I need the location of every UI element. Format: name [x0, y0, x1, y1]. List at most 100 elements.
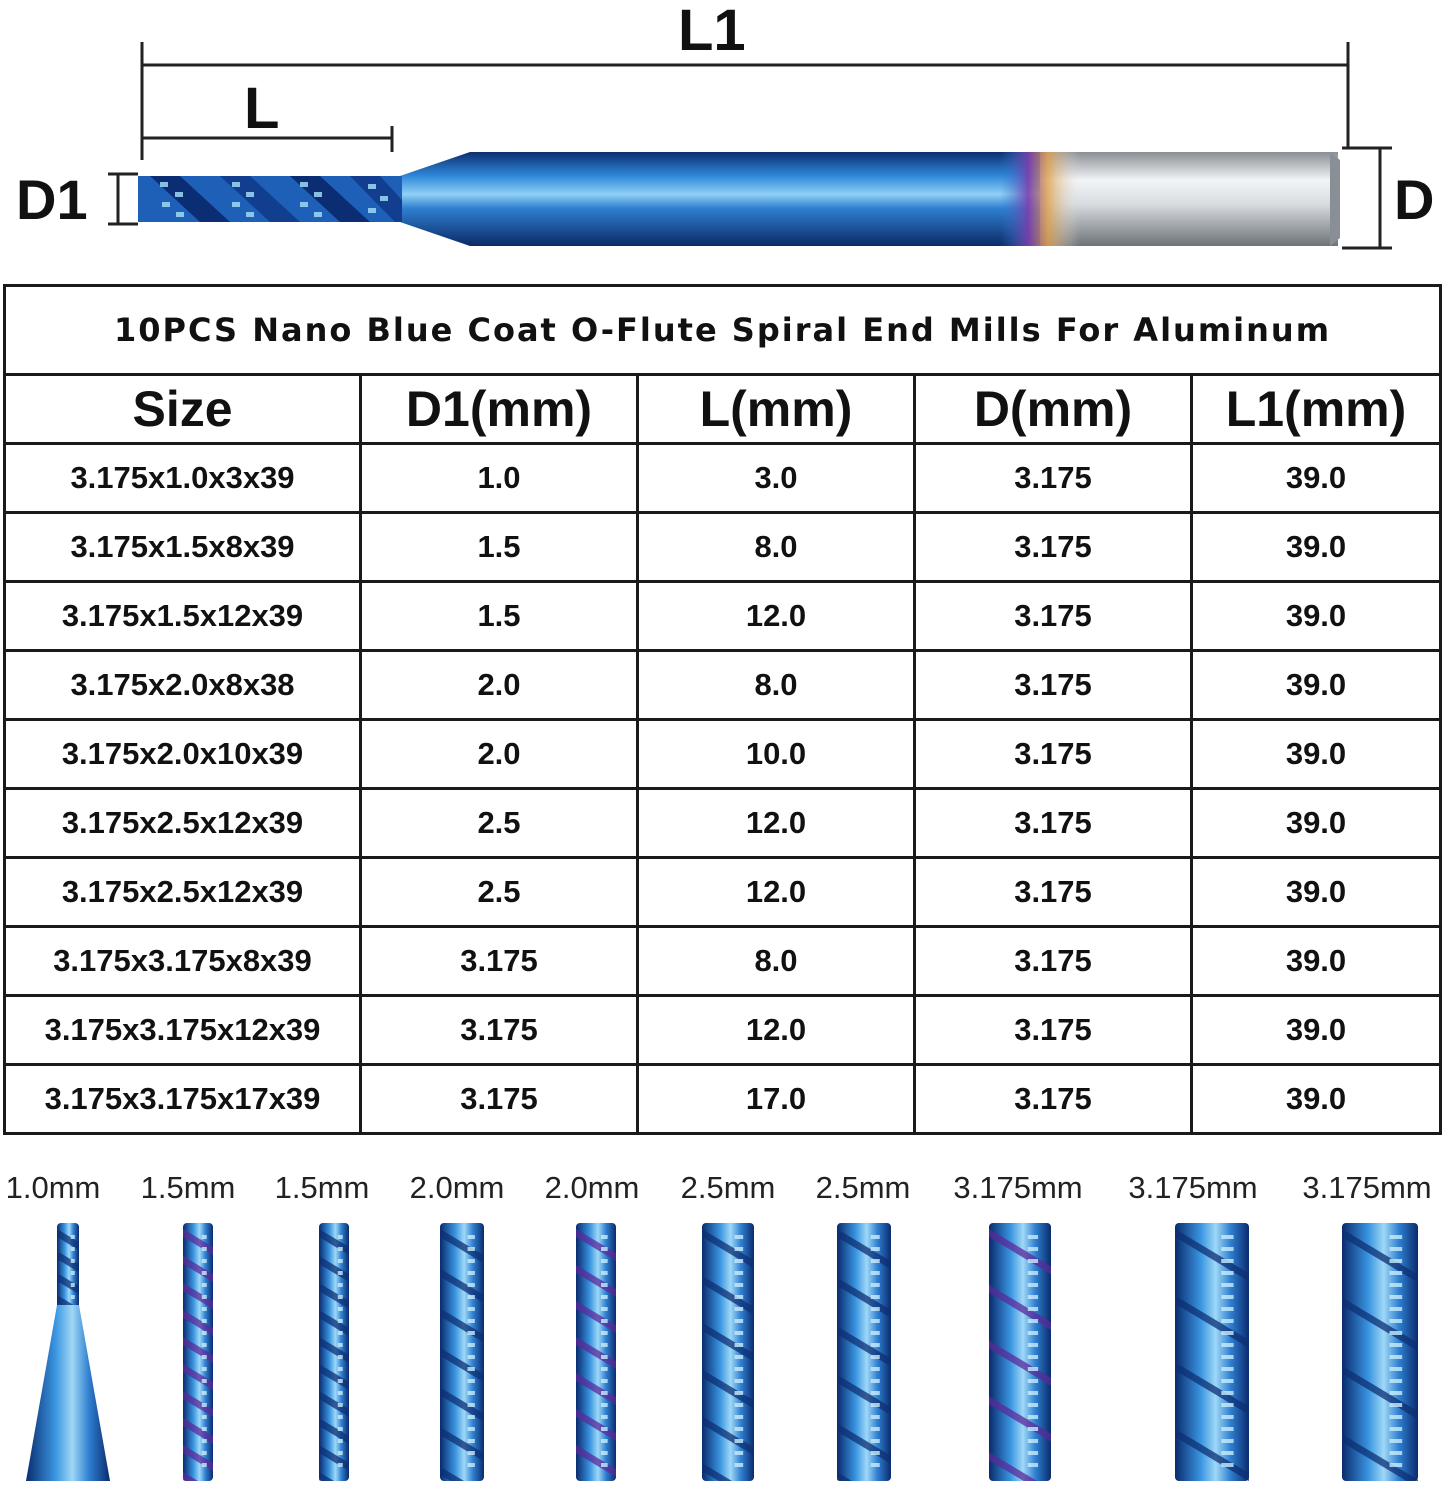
- cell-size: 3.175x2.0x10x39: [3, 718, 362, 790]
- cell-size: 3.175x2.5x12x39: [3, 787, 362, 859]
- cell-d1: 2.5: [359, 787, 639, 859]
- cell-l1: 39.0: [1190, 994, 1442, 1066]
- cell-d1: 3.175: [359, 925, 639, 997]
- cell-l1: 39.0: [1190, 580, 1442, 652]
- cell-l1: 39.0: [1190, 442, 1442, 514]
- cell-size: 3.175x2.0x8x38: [3, 649, 362, 721]
- table-row: 3.175x2.0x10x39 2.0 10.0 3.175 39.0: [3, 718, 1442, 790]
- bit-size-label: 1.0mm: [5, 1170, 101, 1205]
- bit-size-label: 2.0mm: [544, 1170, 640, 1205]
- end-mill-closeup: [1175, 1223, 1249, 1482]
- cell-d1: 3.175: [359, 994, 639, 1066]
- cell-d1: 2.0: [359, 718, 639, 790]
- cell-d: 3.175: [913, 1063, 1193, 1135]
- l-label: L: [244, 76, 280, 141]
- taper-neck: [26, 1305, 110, 1481]
- cell-l1: 39.0: [1190, 511, 1442, 583]
- cell-l: 12.0: [636, 856, 916, 928]
- table-row: 3.175x3.175x12x39 3.175 12.0 3.175 39.0: [3, 994, 1442, 1066]
- bit-closeup-gallery: [0, 1215, 1445, 1485]
- cell-l: 10.0: [636, 718, 916, 790]
- end-mill-closeup: [1342, 1223, 1418, 1485]
- cell-d1: 2.5: [359, 856, 639, 928]
- bit-size-label: 2.5mm: [815, 1170, 911, 1205]
- shank-chamfer: [1330, 152, 1340, 246]
- cell-d1: 3.175: [359, 1063, 639, 1135]
- end-mill-closeup: [576, 1223, 616, 1481]
- cell-d1: 1.0: [359, 442, 639, 514]
- table-header-row: Size D1(mm) L(mm) D(mm) L1(mm): [3, 373, 1442, 445]
- cell-d1: 2.0: [359, 649, 639, 721]
- cell-d: 3.175: [913, 925, 1193, 997]
- d-label: D: [1394, 168, 1435, 231]
- cell-d: 3.175: [913, 718, 1193, 790]
- header-d: D(mm): [913, 373, 1193, 445]
- heat-tint: [1000, 152, 1080, 246]
- cell-size: 3.175x3.175x12x39: [3, 994, 362, 1066]
- bare-shank: [1040, 152, 1338, 246]
- taper-neck: [400, 152, 470, 246]
- cell-l: 17.0: [636, 1063, 916, 1135]
- bit-size-label: 3.175mm: [953, 1170, 1083, 1205]
- cell-size: 3.175x2.5x12x39: [3, 856, 362, 928]
- table-row: 3.175x3.175x8x39 3.175 8.0 3.175 39.0: [3, 925, 1442, 997]
- cell-l: 3.0: [636, 442, 916, 514]
- table-row: 3.175x1.0x3x39 1.0 3.0 3.175 39.0: [3, 442, 1442, 514]
- end-mill-closeup: [440, 1223, 484, 1485]
- coated-shank: [470, 152, 1070, 246]
- d1-label: D1: [16, 168, 88, 231]
- table-row: 3.175x1.5x12x39 1.5 12.0 3.175 39.0: [3, 580, 1442, 652]
- end-mill-closeup: [183, 1223, 213, 1485]
- cell-l1: 39.0: [1190, 787, 1442, 859]
- cell-size: 3.175x3.175x8x39: [3, 925, 362, 997]
- cell-l: 8.0: [636, 511, 916, 583]
- cell-size: 3.175x1.5x12x39: [3, 580, 362, 652]
- cell-d: 3.175: [913, 856, 1193, 928]
- spec-table: 10PCS Nano Blue Coat O-Flute Spiral End …: [3, 284, 1442, 1135]
- l1-label: L1: [678, 0, 746, 63]
- cell-l1: 39.0: [1190, 718, 1442, 790]
- cell-l: 12.0: [636, 787, 916, 859]
- cell-l: 12.0: [636, 994, 916, 1066]
- cell-d1: 1.5: [359, 580, 639, 652]
- table-row: 3.175x1.5x8x39 1.5 8.0 3.175 39.0: [3, 511, 1442, 583]
- table-row: 3.175x2.5x12x39 2.5 12.0 3.175 39.0: [3, 787, 1442, 859]
- header-size: Size: [3, 373, 362, 445]
- bit-size-label: 2.0mm: [409, 1170, 505, 1205]
- cell-size: 3.175x1.0x3x39: [3, 442, 362, 514]
- cell-size: 3.175x1.5x8x39: [3, 511, 362, 583]
- cell-l: 8.0: [636, 649, 916, 721]
- end-mill-closeup: [702, 1223, 754, 1485]
- header-d1: D1(mm): [359, 373, 639, 445]
- cell-l1: 39.0: [1190, 649, 1442, 721]
- end-mill-closeup: [837, 1223, 891, 1485]
- bit-size-label: 1.5mm: [274, 1170, 370, 1205]
- table-row: 3.175x2.0x8x38 2.0 8.0 3.175 39.0: [3, 649, 1442, 721]
- table-row: 3.175x2.5x12x39 2.5 12.0 3.175 39.0: [3, 856, 1442, 928]
- bit-size-label: 1.5mm: [140, 1170, 236, 1205]
- cell-d: 3.175: [913, 511, 1193, 583]
- cell-d: 3.175: [913, 994, 1193, 1066]
- bit-size-labels: 1.0mm 1.5mm 1.5mm 2.0mm 2.0mm 2.5mm 2.5m…: [0, 1170, 1445, 1210]
- cell-l1: 39.0: [1190, 925, 1442, 997]
- cell-l: 8.0: [636, 925, 916, 997]
- cell-l1: 39.0: [1190, 856, 1442, 928]
- bit-size-label: 2.5mm: [680, 1170, 776, 1205]
- cell-d: 3.175: [913, 442, 1193, 514]
- bit-closeups: [26, 1223, 1418, 1485]
- end-mill-tool: [138, 152, 1340, 246]
- table-row: 3.175x3.175x17x39 3.175 17.0 3.175 39.0: [3, 1063, 1442, 1135]
- cell-l: 12.0: [636, 580, 916, 652]
- cell-d: 3.175: [913, 649, 1193, 721]
- cell-d: 3.175: [913, 787, 1193, 859]
- bit-size-label: 3.175mm: [1128, 1170, 1258, 1205]
- cell-l1: 39.0: [1190, 1063, 1442, 1135]
- header-l1: L1(mm): [1190, 373, 1442, 445]
- header-l: L(mm): [636, 373, 916, 445]
- end-mill-closeup: [989, 1223, 1051, 1485]
- cell-size: 3.175x3.175x17x39: [3, 1063, 362, 1135]
- table-title-row: 10PCS Nano Blue Coat O-Flute Spiral End …: [3, 284, 1442, 376]
- cell-d1: 1.5: [359, 511, 639, 583]
- bit-size-label: 3.175mm: [1302, 1170, 1432, 1205]
- cell-d: 3.175: [913, 580, 1193, 652]
